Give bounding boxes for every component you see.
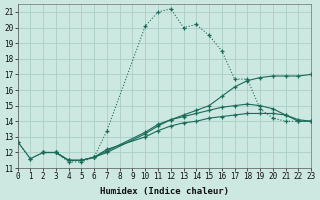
X-axis label: Humidex (Indice chaleur): Humidex (Indice chaleur) bbox=[100, 187, 229, 196]
